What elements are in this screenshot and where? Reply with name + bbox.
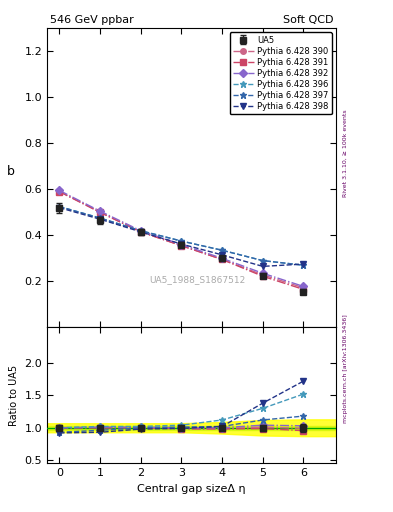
Text: Rivet 3.1.10, ≥ 100k events: Rivet 3.1.10, ≥ 100k events bbox=[343, 110, 348, 198]
Pythia 6.428 392 bbox=[138, 228, 143, 234]
Line: Pythia 6.428 398: Pythia 6.428 398 bbox=[57, 205, 306, 269]
Pythia 6.428 390 bbox=[138, 229, 143, 235]
Text: UA5_1988_S1867512: UA5_1988_S1867512 bbox=[149, 275, 246, 284]
Pythia 6.428 391 bbox=[138, 229, 143, 235]
Pythia 6.428 390 bbox=[98, 209, 103, 216]
Pythia 6.428 392 bbox=[98, 208, 103, 214]
Pythia 6.428 398 bbox=[220, 252, 224, 258]
Line: Pythia 6.428 397: Pythia 6.428 397 bbox=[56, 203, 307, 269]
Pythia 6.428 392 bbox=[301, 283, 306, 289]
Pythia 6.428 398 bbox=[261, 263, 265, 269]
Pythia 6.428 396 bbox=[220, 247, 224, 253]
Pythia 6.428 391 bbox=[301, 286, 306, 292]
Pythia 6.428 396 bbox=[138, 228, 143, 234]
Text: Soft QCD: Soft QCD bbox=[283, 15, 333, 25]
Legend: UA5, Pythia 6.428 390, Pythia 6.428 391, Pythia 6.428 392, Pythia 6.428 396, Pyt: UA5, Pythia 6.428 390, Pythia 6.428 391,… bbox=[230, 32, 332, 115]
Pythia 6.428 396 bbox=[98, 215, 103, 221]
Pythia 6.428 397 bbox=[138, 228, 143, 234]
Pythia 6.428 397 bbox=[98, 215, 103, 221]
Pythia 6.428 390 bbox=[179, 243, 184, 249]
Pythia 6.428 392 bbox=[57, 187, 62, 194]
Line: Pythia 6.428 392: Pythia 6.428 392 bbox=[57, 187, 306, 289]
Pythia 6.428 398 bbox=[57, 205, 62, 211]
Pythia 6.428 396 bbox=[301, 262, 306, 268]
Pythia 6.428 397 bbox=[261, 258, 265, 264]
X-axis label: Central gap sizeΔ η: Central gap sizeΔ η bbox=[137, 484, 246, 494]
Y-axis label: Ratio to UA5: Ratio to UA5 bbox=[9, 365, 19, 426]
Bar bbox=[47, 426, 336, 430]
Pythia 6.428 397 bbox=[220, 247, 224, 253]
Text: 546 GeV ppbar: 546 GeV ppbar bbox=[50, 15, 134, 25]
Pythia 6.428 392 bbox=[220, 255, 224, 262]
Pythia 6.428 391 bbox=[98, 209, 103, 216]
Pythia 6.428 396 bbox=[179, 238, 184, 244]
Pythia 6.428 397 bbox=[301, 262, 306, 268]
Y-axis label: b: b bbox=[7, 165, 15, 178]
Pythia 6.428 392 bbox=[179, 242, 184, 248]
Text: mcplots.cern.ch [arXiv:1306.3436]: mcplots.cern.ch [arXiv:1306.3436] bbox=[343, 314, 348, 423]
Line: Pythia 6.428 391: Pythia 6.428 391 bbox=[57, 189, 306, 292]
Pythia 6.428 396 bbox=[261, 258, 265, 264]
Pythia 6.428 391 bbox=[261, 273, 265, 280]
Pythia 6.428 398 bbox=[138, 229, 143, 235]
Line: Pythia 6.428 396: Pythia 6.428 396 bbox=[56, 203, 307, 269]
Pythia 6.428 396 bbox=[57, 203, 62, 209]
Pythia 6.428 390 bbox=[301, 285, 306, 291]
Pythia 6.428 391 bbox=[57, 188, 62, 195]
Line: Pythia 6.428 390: Pythia 6.428 390 bbox=[57, 189, 306, 290]
Pythia 6.428 391 bbox=[179, 243, 184, 249]
Pythia 6.428 390 bbox=[57, 188, 62, 195]
Pythia 6.428 398 bbox=[179, 241, 184, 247]
Pythia 6.428 397 bbox=[179, 238, 184, 244]
Pythia 6.428 390 bbox=[220, 257, 224, 263]
Pythia 6.428 398 bbox=[301, 261, 306, 267]
Pythia 6.428 390 bbox=[261, 272, 265, 278]
Pythia 6.428 398 bbox=[98, 216, 103, 222]
Pythia 6.428 397 bbox=[57, 203, 62, 209]
Pythia 6.428 391 bbox=[220, 257, 224, 263]
Pythia 6.428 392 bbox=[261, 270, 265, 276]
